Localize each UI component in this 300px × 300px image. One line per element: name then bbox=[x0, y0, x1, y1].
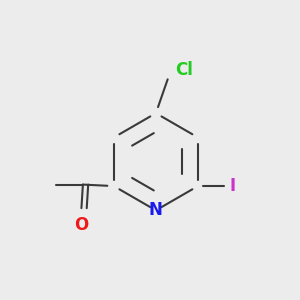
Text: O: O bbox=[74, 215, 88, 233]
Text: Cl: Cl bbox=[175, 61, 193, 79]
Text: N: N bbox=[149, 201, 163, 219]
Text: I: I bbox=[229, 177, 235, 195]
